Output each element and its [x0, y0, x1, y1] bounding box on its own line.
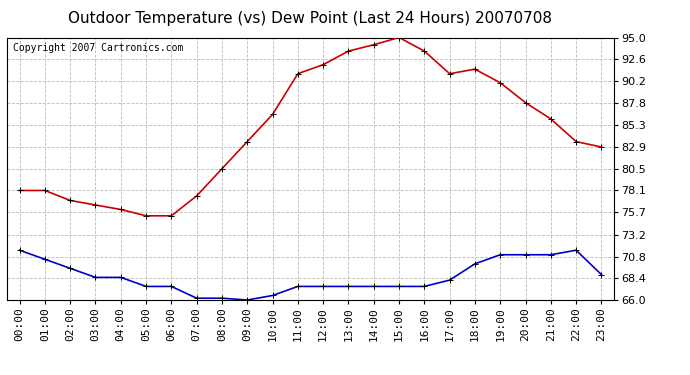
- Text: Outdoor Temperature (vs) Dew Point (Last 24 Hours) 20070708: Outdoor Temperature (vs) Dew Point (Last…: [68, 11, 553, 26]
- Text: Copyright 2007 Cartronics.com: Copyright 2007 Cartronics.com: [13, 43, 184, 53]
